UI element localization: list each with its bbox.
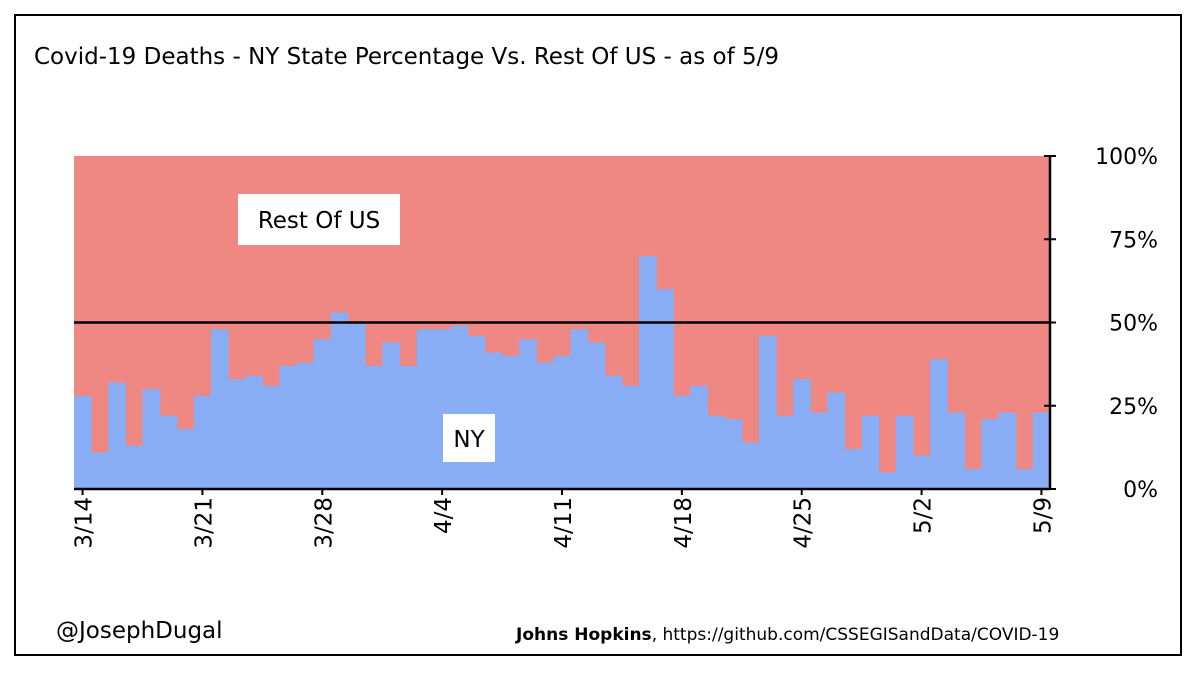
ny-bar	[827, 392, 846, 489]
ny-bar	[861, 415, 880, 489]
ny-bar	[639, 255, 657, 489]
ny-bar	[553, 355, 572, 489]
x-tick-label: 3/14	[72, 497, 98, 549]
ny-bar	[570, 329, 589, 489]
ny-bar	[347, 322, 366, 489]
ny-bar	[776, 415, 794, 489]
ny-bar	[176, 429, 195, 489]
ny-bar	[330, 312, 349, 489]
ny-series	[74, 255, 1051, 489]
ny-bar	[193, 395, 212, 489]
ny-bar	[673, 395, 692, 489]
ny-bar	[707, 415, 726, 489]
y-tick-label: 25%	[1109, 395, 1158, 420]
ny-bar	[228, 379, 246, 489]
ny-bar	[536, 362, 555, 489]
author-credit: @JosephDugal	[56, 618, 223, 644]
y-tick-label: 50%	[1109, 312, 1158, 337]
ny-bar	[313, 339, 332, 489]
y-tick-label: 0%	[1123, 478, 1158, 503]
y-axis-ticks: 0% 25% 50% 75% 100%	[1044, 145, 1158, 503]
ny-bar	[108, 382, 126, 489]
ny-bar	[1015, 469, 1034, 489]
x-tick-label: 4/25	[791, 497, 817, 549]
y-tick-label: 100%	[1095, 145, 1158, 170]
ny-bar	[382, 342, 400, 489]
ny-bar	[895, 415, 914, 489]
x-tick-label: 4/11	[551, 497, 577, 549]
ny-bar	[450, 325, 469, 489]
ny-bar	[519, 339, 537, 489]
ny-bar	[998, 412, 1017, 489]
ny-bar	[245, 375, 263, 489]
x-tick-label: 4/4	[431, 497, 457, 534]
rest-of-us-label-box	[238, 194, 400, 245]
ny-bar	[793, 379, 811, 489]
ny-bar	[656, 289, 674, 489]
ny-bar	[399, 365, 418, 489]
ny-bar	[844, 449, 863, 489]
ny-bar	[467, 335, 486, 489]
ny-bar	[433, 329, 452, 489]
ny-bar	[1032, 412, 1051, 489]
x-tick-label: 4/18	[671, 497, 697, 549]
ny-label: NY	[453, 427, 485, 453]
chart-title: Covid-19 Deaths - NY State Percentage Vs…	[34, 44, 780, 70]
ny-bar	[947, 412, 965, 489]
ny-bar	[262, 385, 281, 489]
data-source: Johns Hopkins, https://github.com/CSSEGI…	[516, 625, 1059, 645]
ny-bar	[913, 455, 931, 489]
ny-bar	[142, 389, 161, 489]
data-source-url: , https://github.com/CSSEGISandData/COVI…	[651, 625, 1060, 645]
ny-bar	[279, 365, 298, 489]
ny-bar	[690, 385, 709, 489]
x-axis-ticks: 3/14 3/21 3/28 4/4 4/11 4/18 4/25 5/2 5/9	[72, 489, 1056, 549]
ny-bar	[604, 375, 623, 489]
ny-bar	[502, 355, 520, 489]
ny-bar	[365, 365, 383, 489]
x-tick-label: 5/2	[911, 497, 937, 534]
ny-bar	[621, 385, 640, 489]
data-source-name: Johns Hopkins	[516, 625, 652, 645]
ny-bar	[724, 419, 743, 489]
ny-bar	[416, 329, 435, 489]
ny-bar	[91, 452, 109, 489]
ny-bar	[74, 395, 92, 489]
x-tick-label: 5/9	[1030, 497, 1056, 534]
ny-bar	[810, 412, 828, 489]
ny-bar	[930, 359, 948, 489]
ny-bar	[125, 445, 144, 489]
ny-bar	[210, 329, 229, 489]
ny-bar	[741, 442, 760, 489]
ny-bar	[587, 342, 606, 489]
ny-bar	[159, 415, 178, 489]
ny-bar	[296, 362, 315, 489]
x-tick-label: 3/28	[311, 497, 337, 549]
x-tick-label: 3/21	[191, 497, 217, 549]
ny-label-box	[443, 414, 495, 462]
ny-bar	[981, 419, 1000, 489]
ny-bar	[758, 335, 777, 489]
y-tick-label: 75%	[1109, 228, 1158, 253]
ny-bar	[878, 472, 897, 489]
series-labels: Rest Of US NY	[238, 194, 495, 462]
rest-of-us-label: Rest Of US	[258, 208, 380, 234]
ny-bar	[964, 469, 983, 489]
